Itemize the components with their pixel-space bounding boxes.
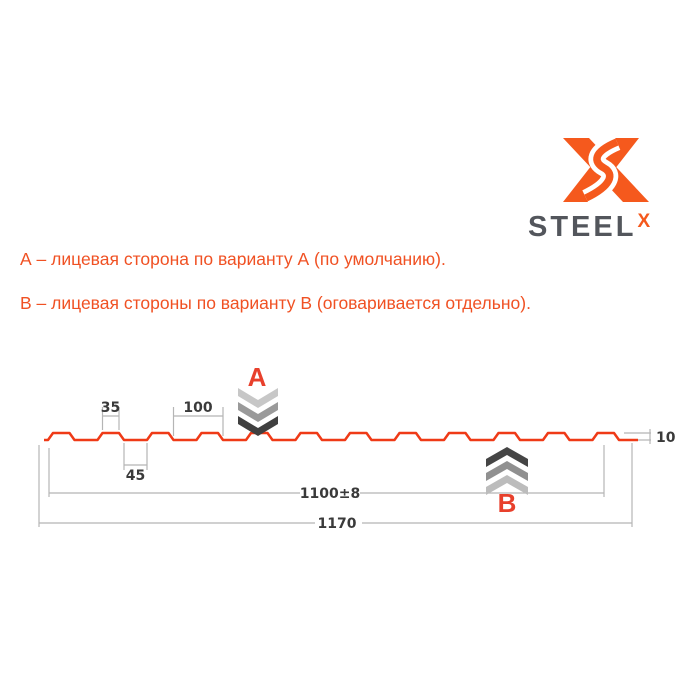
logo-superscript-x: X <box>637 211 651 232</box>
dimension-groove: 45 <box>123 443 148 484</box>
steelx-logo-icon <box>563 137 649 205</box>
variant-a-label: А <box>248 362 267 392</box>
logo-wordmark-text: STEEL <box>528 211 637 243</box>
dimension-rib-top: 35 <box>101 400 120 430</box>
dimension-overall-width: 1170 <box>38 443 633 532</box>
variant-a-marker: А <box>238 362 278 436</box>
logo-wordmark: STEELX <box>528 211 650 244</box>
sheet-profile-line <box>44 431 638 442</box>
variant-b-chevrons-icon <box>486 447 528 495</box>
variant-b-label: В <box>498 488 517 518</box>
dim-label-1100: 1100±8 <box>300 486 360 502</box>
variant-a-chevrons-icon <box>238 388 278 436</box>
variant-b-marker: В <box>486 447 528 518</box>
dim-label-35: 35 <box>101 400 120 416</box>
note-variant-a: А – лицевая сторона по варианту А (по ум… <box>20 249 446 269</box>
dimension-rib-pitch: 100 <box>172 400 224 436</box>
dim-label-45: 45 <box>126 468 145 484</box>
dimension-height: 10 <box>624 429 676 446</box>
steelx-logo: STEELX <box>528 137 688 247</box>
profile-cross-section-diagram: 35 100 45 10 1100±8 <box>38 362 676 532</box>
dim-label-10: 10 <box>656 430 676 446</box>
dimension-working-width: 1100±8 <box>48 445 605 502</box>
dim-label-1170: 1170 <box>318 516 357 532</box>
note-variant-b: В – лицевая стороны по варианту В (огова… <box>20 293 531 313</box>
dim-label-100: 100 <box>183 400 212 416</box>
